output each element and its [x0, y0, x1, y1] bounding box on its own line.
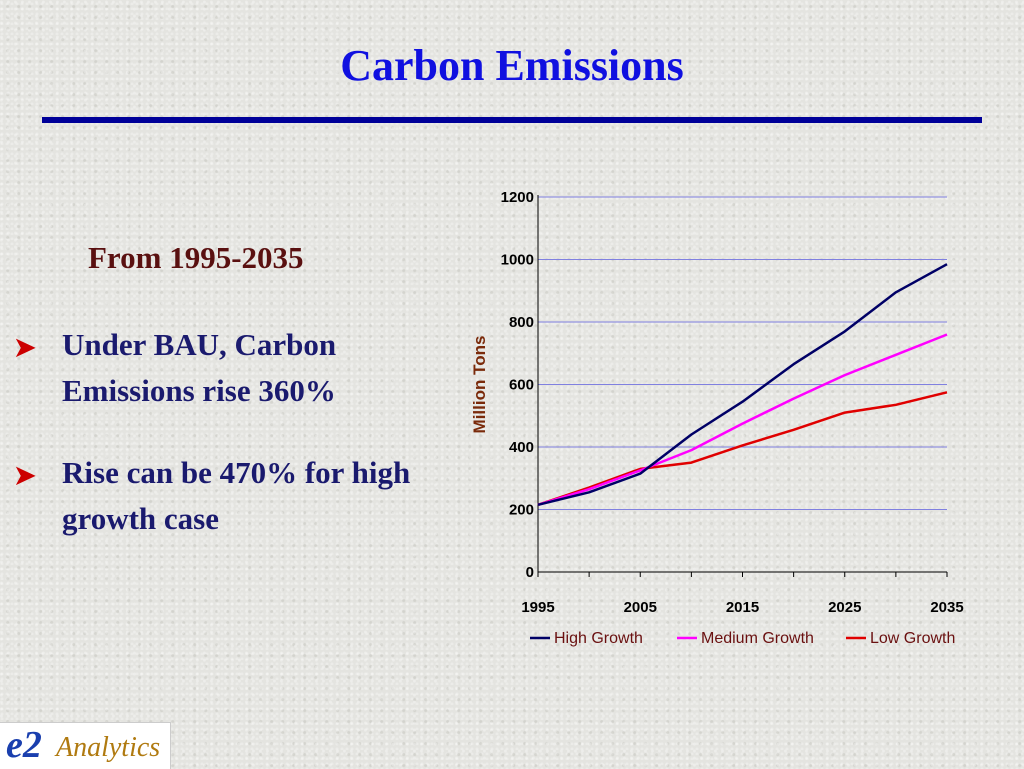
y-tick-label: 0 — [526, 564, 534, 581]
x-tick-label: 2025 — [828, 599, 861, 616]
x-tick-label: 1995 — [521, 599, 554, 616]
bullet-item-1: ➤ Under BAU, Carbon Emissions rise 360% — [14, 322, 434, 414]
emissions-line-chart: 0 200 400 600 800 1000 1200 1995 2005 2015 2025 203… — [470, 189, 964, 647]
x-tick-label: 2005 — [624, 599, 657, 616]
legend-label: Medium Growth — [701, 630, 814, 647]
bullet-item-2: ➤ Rise can be 470% for high growth case — [14, 450, 434, 542]
y-tick-label: 1200 — [501, 189, 534, 206]
series-line — [537, 263, 948, 507]
title-underline — [42, 117, 982, 123]
x-tick-label: 2015 — [726, 599, 759, 616]
y-tick-label: 1000 — [501, 252, 534, 269]
slide-title: Carbon Emissions — [340, 41, 684, 90]
x-tick-label: 2035 — [930, 599, 963, 616]
arrow-bullet-icon: ➤ — [14, 333, 36, 362]
series-line — [537, 333, 948, 506]
y-tick-label: 400 — [509, 439, 534, 456]
logo-text: Analytics — [56, 732, 161, 763]
series-line — [537, 391, 948, 506]
subheading: From 1995-2035 — [88, 240, 304, 275]
y-tick-label: 600 — [509, 377, 534, 394]
y-tick-label: 800 — [509, 314, 534, 331]
legend-label: Low Growth — [870, 630, 955, 647]
logo: e2 Analytics — [0, 722, 171, 769]
legend-label: High Growth — [554, 630, 643, 647]
logo-mark: e2 — [6, 724, 42, 766]
arrow-bullet-icon: ➤ — [14, 461, 36, 490]
bullet-text: Rise can be 470% for high growth case — [62, 455, 411, 536]
bullet-text: Under BAU, Carbon Emissions rise 360% — [62, 327, 337, 408]
y-axis-label: Million Tons — [470, 336, 489, 434]
y-tick-label: 200 — [509, 502, 534, 519]
